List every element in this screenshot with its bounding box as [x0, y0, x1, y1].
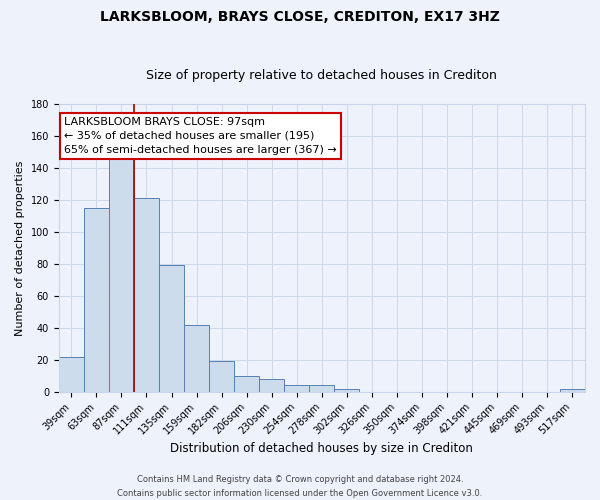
Bar	[334, 388, 359, 392]
Bar	[109, 157, 134, 392]
Bar	[234, 376, 259, 392]
Bar	[84, 208, 109, 392]
Bar	[259, 379, 284, 392]
Bar	[560, 388, 585, 392]
X-axis label: Distribution of detached houses by size in Crediton: Distribution of detached houses by size …	[170, 442, 473, 455]
Text: Contains HM Land Registry data © Crown copyright and database right 2024.
Contai: Contains HM Land Registry data © Crown c…	[118, 476, 482, 498]
Bar	[310, 386, 334, 392]
Title: Size of property relative to detached houses in Crediton: Size of property relative to detached ho…	[146, 69, 497, 82]
Bar	[284, 386, 310, 392]
Bar	[159, 266, 184, 392]
Bar	[134, 198, 159, 392]
Bar	[209, 362, 234, 392]
Bar	[184, 324, 209, 392]
Bar	[59, 356, 84, 392]
Text: LARKSBLOOM BRAYS CLOSE: 97sqm
← 35% of detached houses are smaller (195)
65% of : LARKSBLOOM BRAYS CLOSE: 97sqm ← 35% of d…	[64, 117, 337, 155]
Text: LARKSBLOOM, BRAYS CLOSE, CREDITON, EX17 3HZ: LARKSBLOOM, BRAYS CLOSE, CREDITON, EX17 …	[100, 10, 500, 24]
Y-axis label: Number of detached properties: Number of detached properties	[15, 160, 25, 336]
